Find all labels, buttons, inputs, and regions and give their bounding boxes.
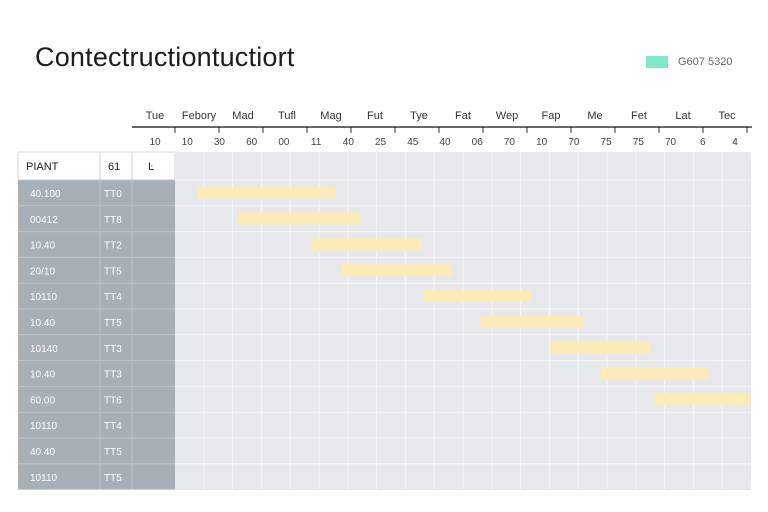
column-header-plant: PIANT	[26, 161, 59, 173]
timeline-subheader-label: 70	[665, 137, 677, 148]
gantt-bar[interactable]	[238, 212, 362, 225]
timeline-header-label: Fut	[367, 110, 383, 122]
timeline-header-label: Tue	[146, 110, 165, 122]
timeline-subheader-label: 25	[375, 137, 387, 148]
legend-label: G607 5320	[678, 56, 733, 68]
row-label: 10110	[30, 421, 58, 432]
table-row	[18, 205, 175, 232]
row-code: TT3	[104, 370, 122, 381]
row-code: TT8	[104, 215, 122, 226]
row-label: 10110	[30, 292, 58, 303]
row-code: TT6	[104, 395, 122, 406]
gantt-bar[interactable]	[480, 316, 585, 328]
table-row	[18, 412, 175, 438]
timeline-subheader-label: 75	[633, 137, 645, 148]
timeline-headers: Tue Febory Mad Tufl Mag Fut Tye Fat Wep Fap Me Fet L…	[146, 110, 748, 133]
legend-swatch	[646, 56, 668, 68]
gantt-bar[interactable]	[311, 238, 423, 251]
row-label: 10.40	[30, 241, 55, 252]
timeline-subheaders: 10 10 30 60 00 11 40 25 45 40 06 70 10 70 75 75 70 6 4	[149, 137, 738, 148]
timeline-subheader-label: 70	[568, 137, 580, 148]
table-row	[18, 463, 175, 490]
row-label: 20/10	[30, 266, 55, 277]
timeline-subheader-label: 6	[700, 137, 706, 148]
legend: G607 5320	[646, 56, 732, 68]
row-code: TT4	[104, 292, 122, 303]
row-code: TT3	[104, 344, 122, 355]
row-label: 10.40	[30, 370, 55, 381]
timeline-subheader-label: 60	[246, 137, 258, 148]
row-code: TT0	[104, 189, 122, 200]
row-code: TT5	[104, 266, 122, 277]
timeline-subheader-label: 4	[732, 137, 738, 148]
table-row	[18, 231, 175, 258]
timeline-subheader-label: 70	[504, 137, 516, 148]
page-title: Contectructiontuctiort	[35, 42, 295, 72]
timeline-subheader-label: 45	[407, 137, 419, 148]
row-code: TT5	[104, 447, 122, 458]
row-label: 40.100	[30, 189, 61, 200]
table-row	[18, 309, 175, 335]
timeline-header-label: Wep	[496, 110, 518, 122]
timeline-header-label: Fap	[542, 110, 561, 122]
row-code: TT2	[104, 241, 122, 252]
timeline-header-label: Tufl	[278, 110, 296, 122]
timeline-header-label: Mad	[232, 110, 253, 122]
timeline-header-label: Tye	[410, 110, 428, 122]
timeline-header-label: Tec	[718, 110, 736, 122]
gantt-gridlines	[175, 152, 751, 490]
table-row	[18, 257, 175, 284]
row-label: 60.00	[30, 395, 55, 406]
row-code: TT5	[104, 473, 122, 484]
table-row	[18, 180, 175, 206]
timeline-header-label: Febory	[182, 110, 217, 122]
timeline-subheader-label: 30	[214, 137, 226, 148]
row-code: TT5	[104, 318, 122, 329]
timeline-header-label: Mag	[320, 110, 341, 122]
timeline-header-label: Me	[587, 110, 602, 122]
timeline-subheader-label: 06	[472, 137, 484, 148]
timeline-subheader-label: 10	[182, 137, 194, 148]
timeline-subheader-label: 40	[439, 137, 451, 148]
row-code: TT4	[104, 421, 122, 432]
timeline-subheader-label: 10	[149, 137, 161, 148]
column-header-code: 61	[108, 161, 120, 173]
table-row	[18, 386, 175, 413]
row-label: 00412	[30, 215, 58, 226]
timeline-header-label: Fet	[631, 110, 647, 122]
timeline-subheader-label: 40	[343, 137, 355, 148]
gantt-rows: 40.100 TT0 00412 TT8 10.40 TT2 20/10 TT5 10110 TT…	[18, 179, 175, 490]
timeline-header-label: Lat	[675, 110, 690, 122]
row-label: 40.40	[30, 447, 55, 458]
gantt-bar[interactable]	[342, 264, 453, 277]
timeline-subheader-label: 10	[536, 137, 548, 148]
column-header-flag: Ŀ	[148, 161, 154, 173]
row-label: 10.40	[30, 318, 55, 329]
gantt-bar[interactable]	[198, 187, 336, 199]
table-row	[18, 438, 175, 464]
gantt-bars	[198, 187, 751, 406]
timeline-subheader-label: 11	[311, 137, 322, 148]
timeline-subheader-label: 00	[278, 137, 290, 148]
gantt-bar[interactable]	[654, 393, 751, 406]
gantt-bar[interactable]	[423, 290, 533, 303]
gantt-bar[interactable]	[550, 341, 651, 354]
row-label: 10140	[30, 344, 58, 355]
table-row	[18, 360, 175, 387]
timeline-subheader-label: 75	[601, 137, 613, 148]
table-row	[18, 283, 175, 309]
row-label: 10110	[30, 473, 58, 484]
timeline-header-label: Fat	[455, 110, 471, 122]
table-row	[18, 334, 175, 361]
gantt-bar[interactable]	[601, 367, 709, 380]
